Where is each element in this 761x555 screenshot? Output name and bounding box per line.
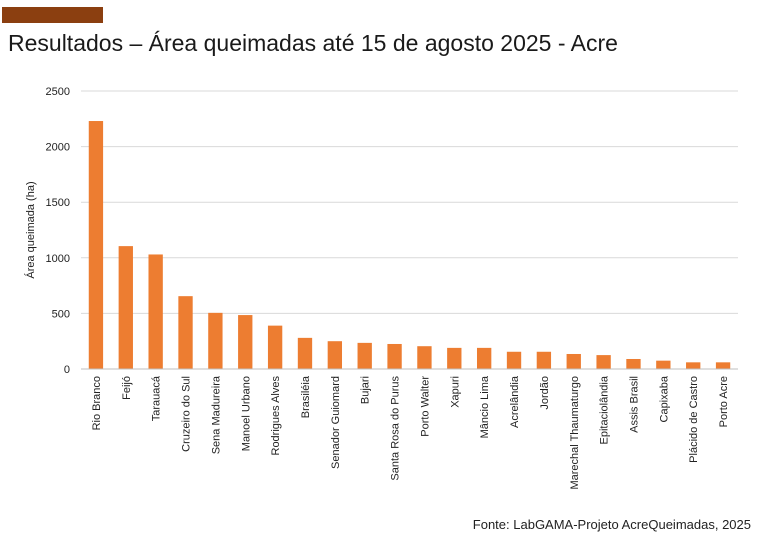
- x-tick-label: Brasiléia: [300, 375, 312, 418]
- x-tick-label: Santa Rosa do Purus: [390, 376, 402, 481]
- x-tick-label: Xapuri: [449, 376, 461, 408]
- x-tick-label: Marechal Thaumaturgo: [569, 376, 581, 490]
- bar-21: [715, 362, 731, 369]
- x-tick-label: Senador Guiomard: [330, 376, 342, 469]
- y-tick-label: 1500: [46, 197, 70, 209]
- bar-12: [447, 347, 462, 369]
- x-tick-label: Rodrigues Alves: [270, 376, 282, 456]
- x-tick-label: Feijó: [121, 376, 133, 400]
- bar-6: [267, 325, 283, 369]
- x-axis-ticks: Rio Branco Feijó Tarauacá Cruzeiro do Sul Se…: [91, 375, 730, 489]
- x-tick-label: Mâncio Lima: [479, 375, 491, 438]
- bar-3: [178, 296, 193, 369]
- source-note: Fonte: LabGAMA-Projeto AcreQueimadas, 20…: [472, 517, 751, 532]
- bar-8: [327, 341, 343, 369]
- y-tick-label: 2500: [46, 86, 70, 98]
- bar-13: [476, 347, 492, 369]
- y-tick-label: 500: [52, 308, 70, 320]
- x-tick-label: Plácido de Castro: [688, 376, 700, 463]
- x-tick-label: Sena Madureira: [210, 375, 222, 454]
- x-tick-label: Porto Walter: [419, 376, 431, 437]
- bar-9: [357, 342, 372, 369]
- y-tick-label: 0: [64, 364, 70, 376]
- bar-19: [656, 360, 671, 369]
- x-tick-label: Capixaba: [658, 375, 670, 422]
- x-tick-label: Assis Brasil: [628, 376, 640, 433]
- bar-11: [417, 346, 432, 369]
- x-tick-label: Rio Branco: [91, 376, 103, 430]
- bar-1: [118, 246, 133, 369]
- y-tick-label: 2000: [46, 142, 70, 154]
- bar-14: [506, 351, 522, 369]
- bar-18: [626, 358, 641, 369]
- bar-17: [596, 355, 611, 369]
- bar-5: [238, 315, 253, 369]
- bar-2: [148, 254, 163, 369]
- bar-15: [536, 351, 552, 369]
- x-tick-label: Manoel Urbano: [240, 376, 252, 451]
- x-tick-label: Acrelândia: [509, 375, 521, 428]
- x-tick-label: Bujari: [360, 376, 372, 404]
- bar-7: [297, 337, 313, 369]
- y-axis-label: Área queimada (ha): [24, 181, 37, 278]
- bars: [88, 121, 731, 369]
- bar-4: [208, 312, 223, 369]
- x-tick-label: Cruzeiro do Sul: [181, 376, 193, 452]
- x-tick-label: Porto Acre: [718, 376, 730, 427]
- header-accent-bar: [2, 7, 103, 23]
- bar-0: [88, 121, 104, 369]
- grid-lines: [81, 90, 738, 314]
- bar-10: [387, 343, 402, 369]
- bar-16: [566, 353, 581, 369]
- x-tick-label: Tarauacá: [151, 375, 163, 421]
- page-title: Resultados – Área queimadas até 15 de ag…: [8, 30, 618, 56]
- y-axis-ticks: 0 500 1000 1500 2000 2500: [46, 86, 70, 376]
- bar-20: [686, 362, 701, 369]
- x-tick-label: Jordão: [539, 376, 551, 410]
- y-tick-label: 1000: [46, 253, 70, 265]
- x-tick-label: Epitaciolândia: [599, 375, 611, 444]
